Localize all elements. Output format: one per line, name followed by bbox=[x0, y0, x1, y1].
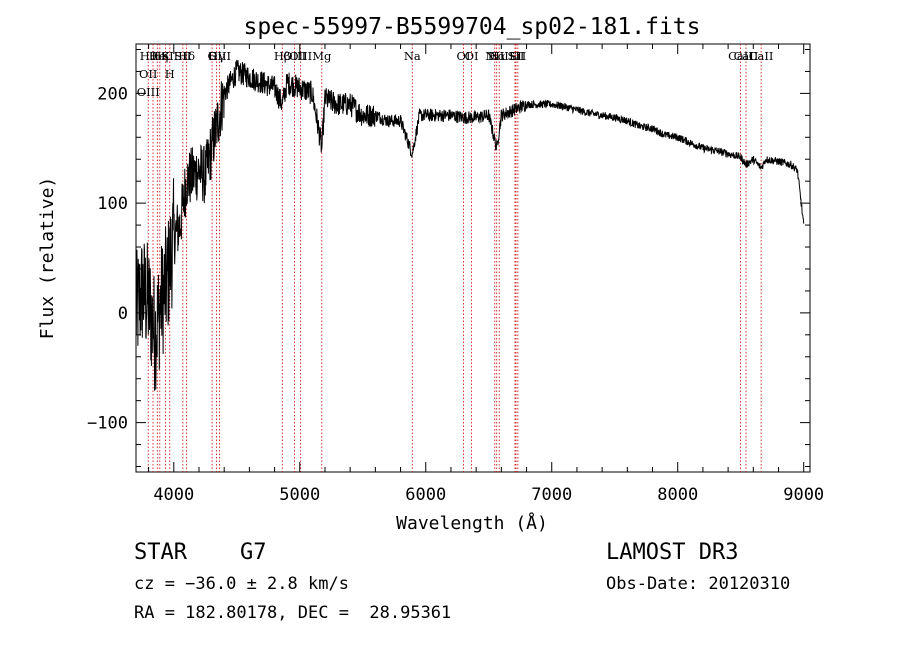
spectral-line-label: Hη bbox=[151, 49, 168, 63]
axis-tick-labels: 4000 5000 6000 7000 8000 9000 −100 0 100 200 bbox=[87, 84, 824, 505]
x-tick-label: 9000 bbox=[783, 485, 824, 505]
spectral-line-label: SII bbox=[509, 49, 526, 63]
spectral-line-label: Hθ bbox=[140, 49, 157, 63]
y-tick-label: −100 bbox=[87, 414, 128, 434]
spectral-line-label: NII bbox=[485, 49, 504, 63]
spectral-line-label: K bbox=[161, 49, 170, 63]
spectral-line-label: He bbox=[149, 49, 166, 63]
spectral-line-label: Hγ bbox=[208, 49, 225, 63]
spectral-line-label: CaII bbox=[749, 49, 774, 63]
spectrum-series bbox=[135, 59, 805, 391]
axis-ticks bbox=[136, 44, 810, 472]
spectrum-line bbox=[135, 59, 805, 391]
spectral-line-label: NII bbox=[490, 49, 509, 63]
spectral-line-label: Hδ bbox=[178, 49, 195, 63]
spectral-line-label: CaII bbox=[728, 49, 753, 63]
y-tick-label: 200 bbox=[97, 84, 128, 104]
spectral-line-label: OI bbox=[465, 49, 479, 63]
spectral-line-label: CaII bbox=[734, 49, 759, 63]
spectral-line-label: OIII bbox=[283, 49, 306, 63]
spectral-line-label: OII bbox=[139, 67, 158, 81]
spectral-line-label: SII bbox=[174, 49, 191, 63]
spectral-line-label: Hα bbox=[488, 49, 506, 63]
x-tick-label: 8000 bbox=[657, 485, 698, 505]
chart-title: spec-55997-B5599704_sp02-181.fits bbox=[244, 14, 701, 40]
x-axis-label: Wavelength (Å) bbox=[396, 512, 548, 534]
spectral-line-markers bbox=[147, 44, 762, 472]
observation-date: Obs-Date: 20120310 bbox=[606, 574, 791, 594]
x-tick-label: 6000 bbox=[405, 485, 446, 505]
spectral-line-label: G bbox=[207, 49, 216, 63]
survey-name: LAMOST DR3 bbox=[606, 540, 739, 565]
plot-frame bbox=[135, 43, 811, 473]
x-tick-label: 7000 bbox=[531, 485, 572, 505]
y-tick-label: 0 bbox=[118, 304, 128, 324]
redshift-text: cz = −36.0 ± 2.8 km/s bbox=[134, 574, 349, 594]
spectral-line-label: OIII bbox=[137, 85, 160, 99]
spectral-line-label: H bbox=[165, 67, 175, 81]
spectral-line-label: Li bbox=[509, 49, 521, 63]
spectral-line-label: Hβ bbox=[274, 49, 291, 63]
spectral-line-label: OI bbox=[457, 49, 471, 63]
object-class: STAR bbox=[134, 540, 187, 565]
y-axis-label: Flux (relative) bbox=[37, 177, 58, 340]
x-tick-label: 5000 bbox=[279, 485, 320, 505]
spectral-line-label: Na bbox=[404, 49, 421, 63]
y-tick-label: 100 bbox=[97, 194, 128, 214]
coordinates-text: RA = 182.80178, DEC = 28.95361 bbox=[134, 603, 452, 623]
spectral-line-label: OIII bbox=[208, 49, 231, 63]
object-subclass: G7 bbox=[240, 540, 267, 565]
spectral-line-label: SII bbox=[507, 49, 524, 63]
spectral-line-label: Mg bbox=[312, 49, 332, 63]
x-tick-label: 4000 bbox=[153, 485, 194, 505]
spectral-line-label: OIII bbox=[289, 49, 312, 63]
